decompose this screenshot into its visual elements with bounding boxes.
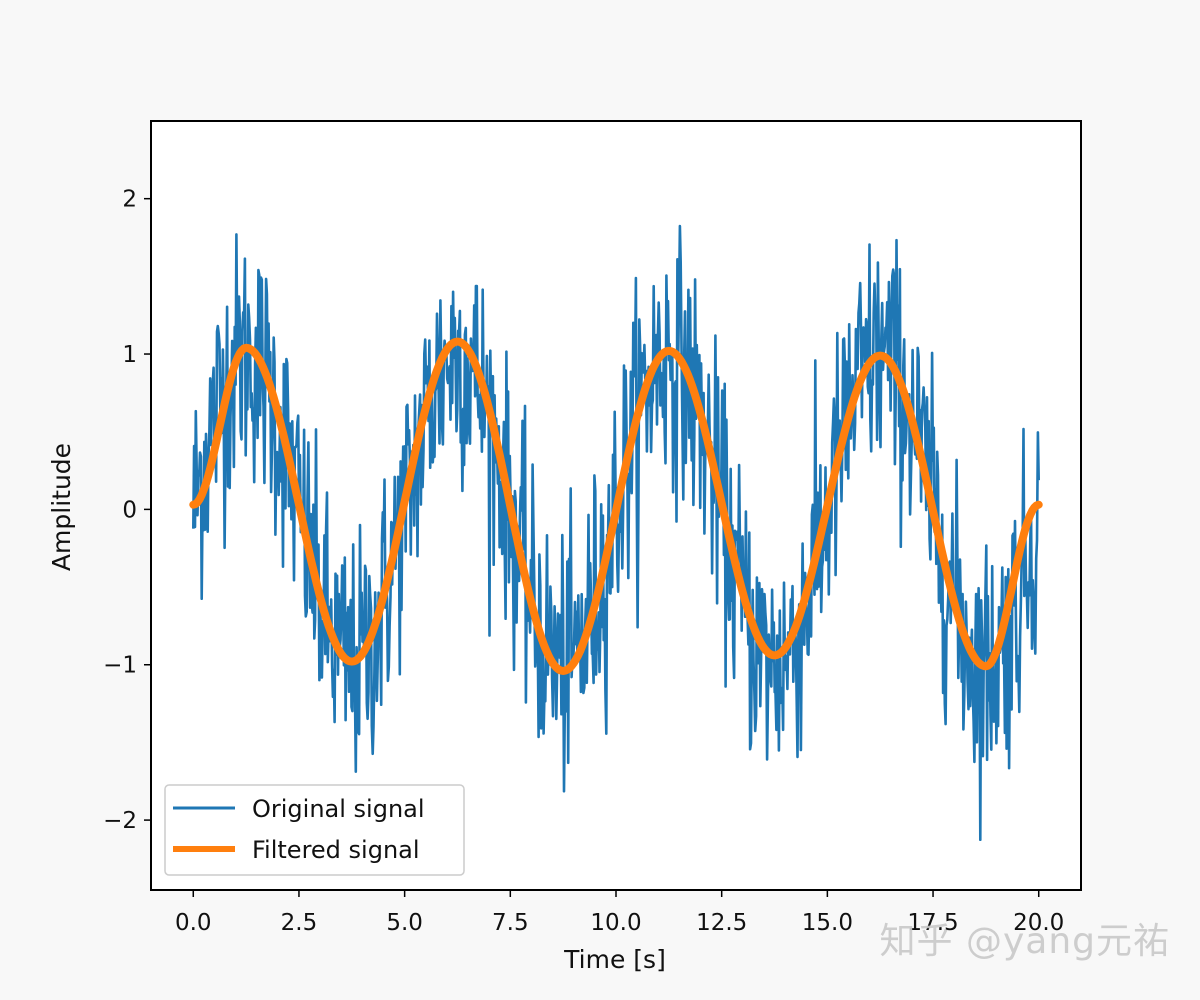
legend-label-original: Original signal bbox=[252, 795, 425, 823]
y-tick-label: −2 bbox=[103, 808, 137, 834]
series-line-filtered-signal bbox=[189, 337, 1043, 675]
watermark: 知乎 @yang元祐 bbox=[879, 921, 1170, 962]
y-tick-label: 1 bbox=[122, 342, 137, 368]
y-axis-label: Amplitude bbox=[47, 443, 76, 571]
x-tick-label: 10.0 bbox=[590, 910, 641, 936]
legend: Original signal Filtered signal bbox=[164, 784, 465, 876]
x-tick-label: 20.0 bbox=[1013, 910, 1064, 936]
series-line-original-signal bbox=[192, 224, 1040, 841]
legend-box bbox=[164, 784, 465, 876]
legend-label-filtered: Filtered signal bbox=[252, 836, 420, 864]
x-axis-label: Time [s] bbox=[563, 945, 666, 974]
series-layer bbox=[189, 224, 1043, 841]
x-tick-label: 15.0 bbox=[802, 910, 853, 936]
x-axis: 0.0 2.5 5.0 7.5 10.0 12.5 15.0 17.5 20.0 bbox=[175, 890, 1064, 936]
y-axis: 2 1 0 −1 −2 bbox=[103, 187, 151, 834]
y-tick-label: −1 bbox=[103, 653, 137, 679]
x-tick-label: 2.5 bbox=[281, 910, 318, 936]
x-tick-label: 17.5 bbox=[907, 910, 958, 936]
x-tick-label: 12.5 bbox=[696, 910, 747, 936]
x-tick-label: 7.5 bbox=[492, 910, 529, 936]
y-tick-label: 0 bbox=[122, 497, 137, 523]
x-tick-label: 0.0 bbox=[175, 910, 212, 936]
x-tick-label: 5.0 bbox=[386, 910, 423, 936]
y-tick-label: 2 bbox=[122, 187, 137, 213]
